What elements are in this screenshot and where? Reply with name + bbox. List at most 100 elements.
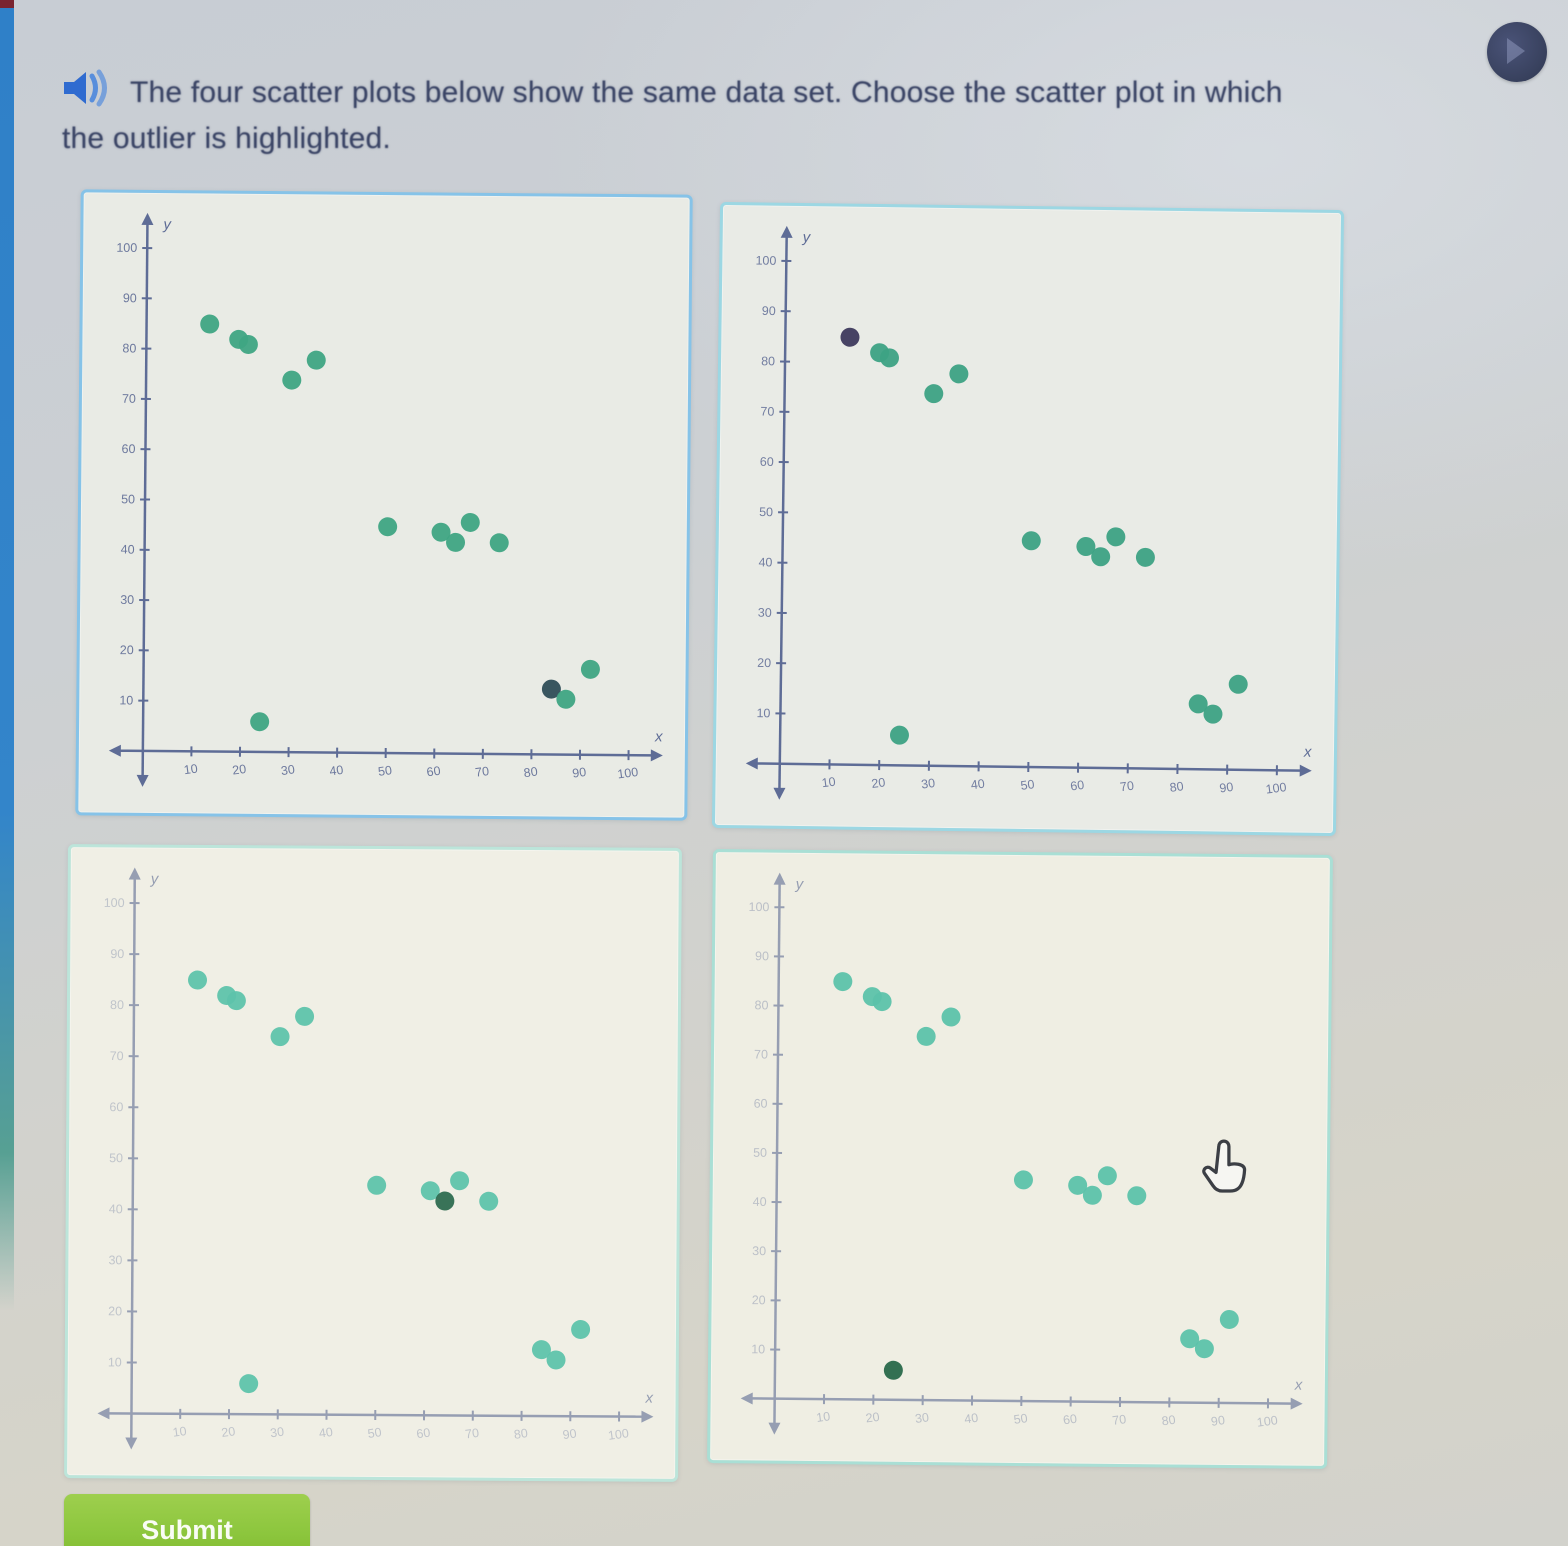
svg-text:20: 20: [231, 762, 247, 778]
scatter-plot-option-2[interactable]: y x 10 20 30 40 50 60 70 80 90 100 10 20 30 40 50 60 70 80 9…: [711, 201, 1345, 837]
data-point: [270, 1027, 290, 1047]
data-point: [295, 1006, 315, 1026]
svg-text:20: 20: [865, 1410, 881, 1426]
svg-text:10: 10: [821, 775, 837, 791]
plot-bottom-right-canvas: y x 10 20 30 40 50 60 70 80 90 100 10 20 30 40 50 60 70 80 9…: [740, 872, 1303, 1435]
data-point: [1180, 1329, 1200, 1349]
svg-text:20: 20: [871, 775, 887, 791]
data-point: [1127, 1186, 1147, 1206]
svg-text:80: 80: [513, 1426, 529, 1442]
data-point: [879, 348, 899, 368]
svg-text:60: 60: [109, 1100, 123, 1114]
question-line-1: The four scatter plots below show the sa…: [130, 76, 1283, 109]
svg-text:40: 40: [318, 1425, 334, 1441]
scatter-plot-option-4[interactable]: y x 10 20 30 40 50 60 70 80 90 100 10 20 30 40 50 60 70 80 9…: [707, 849, 1333, 1469]
data-point: [833, 972, 853, 992]
svg-text:50: 50: [1013, 1411, 1029, 1427]
svg-text:20: 20: [220, 1424, 236, 1440]
svg-text:30: 30: [120, 593, 134, 607]
svg-text:20: 20: [757, 656, 771, 670]
svg-text:80: 80: [1169, 779, 1185, 795]
svg-text:70: 70: [122, 392, 136, 406]
highlighted-point: [840, 327, 860, 347]
svg-text:80: 80: [761, 354, 775, 368]
avatar-glyph: [1507, 38, 1525, 64]
svg-text:90: 90: [123, 291, 137, 305]
submit-button[interactable]: Submit: [64, 1494, 310, 1546]
data-point: [1097, 1166, 1117, 1186]
svg-text:80: 80: [523, 764, 539, 780]
svg-text:80: 80: [122, 341, 136, 355]
svg-text:40: 40: [963, 1411, 979, 1427]
svg-text:x: x: [1303, 744, 1312, 761]
svg-text:50: 50: [759, 505, 773, 519]
svg-text:100: 100: [748, 900, 769, 914]
data-point: [306, 350, 326, 370]
svg-text:20: 20: [752, 1293, 766, 1307]
data-point: [580, 659, 600, 679]
svg-text:100: 100: [1265, 780, 1288, 797]
data-point: [916, 1026, 936, 1046]
svg-text:100: 100: [116, 241, 137, 255]
data-point: [1021, 531, 1041, 551]
svg-text:60: 60: [1062, 1412, 1078, 1428]
data-point: [531, 1340, 551, 1360]
svg-text:50: 50: [109, 1151, 123, 1165]
speaker-icon[interactable]: [62, 68, 114, 113]
svg-text:10: 10: [815, 1409, 831, 1425]
scatter-plot-option-3[interactable]: y x 10 20 30 40 50 60 70 80 90 100 10 20 30 40 50 60 70 80 9…: [64, 844, 682, 1482]
svg-text:30: 30: [108, 1253, 122, 1267]
data-point: [367, 1175, 387, 1195]
data-point: [872, 992, 892, 1012]
svg-text:50: 50: [121, 492, 135, 506]
svg-text:90: 90: [1219, 780, 1235, 796]
data-point: [546, 1350, 566, 1370]
svg-text:100: 100: [1256, 1413, 1279, 1430]
svg-text:x: x: [654, 728, 663, 745]
plot-top-left-canvas: y x 10 20 30 40 50 60 70 80 90 100 10 20 30 40 50 60 70 80 9…: [108, 212, 663, 787]
scatter-plot-option-1[interactable]: y x 10 20 30 40 50 60 70 80 90 100 10 20 30 40 50 60 70 80 9…: [75, 189, 693, 821]
svg-text:50: 50: [367, 1425, 383, 1441]
data-point: [226, 991, 246, 1011]
svg-text:70: 70: [110, 1049, 124, 1063]
data-point: [250, 712, 270, 732]
svg-text:30: 30: [752, 1244, 766, 1258]
data-point: [889, 725, 909, 745]
account-circle-icon[interactable]: [1487, 22, 1547, 82]
data-point: [1068, 1175, 1088, 1195]
svg-text:100: 100: [617, 765, 640, 782]
data-point: [1194, 1339, 1214, 1359]
svg-text:x: x: [1294, 1377, 1303, 1394]
svg-text:60: 60: [416, 1425, 432, 1441]
data-point: [239, 1374, 259, 1394]
svg-text:80: 80: [110, 998, 124, 1012]
svg-text:100: 100: [755, 254, 776, 268]
svg-text:40: 40: [758, 555, 772, 569]
left-edge-strip: [0, 0, 14, 1310]
data-point: [282, 370, 302, 390]
svg-text:10: 10: [108, 1355, 122, 1369]
data-point: [556, 689, 576, 709]
highlighted-point: [883, 1360, 903, 1380]
svg-text:y: y: [150, 871, 160, 888]
svg-text:70: 70: [754, 1047, 768, 1061]
question-text: The four scatter plots below show the sa…: [62, 76, 1283, 155]
svg-text:70: 70: [1111, 1412, 1127, 1428]
svg-text:50: 50: [377, 763, 393, 779]
data-point: [571, 1319, 591, 1339]
data-point: [188, 970, 208, 990]
svg-text:y: y: [795, 876, 805, 893]
data-point: [941, 1007, 961, 1027]
svg-text:50: 50: [753, 1146, 767, 1160]
svg-text:70: 70: [464, 1426, 480, 1442]
svg-text:40: 40: [753, 1195, 767, 1209]
highlighted-point: [541, 679, 561, 699]
svg-text:10: 10: [183, 762, 199, 778]
data-point: [446, 532, 466, 552]
svg-text:40: 40: [970, 777, 986, 793]
data-point: [450, 1171, 470, 1191]
svg-text:10: 10: [756, 706, 770, 720]
svg-text:20: 20: [120, 643, 134, 657]
plot-top-right-canvas: y x 10 20 30 40 50 60 70 80 90 100 10 20 30 40 50 60 70 80 9…: [745, 225, 1312, 800]
